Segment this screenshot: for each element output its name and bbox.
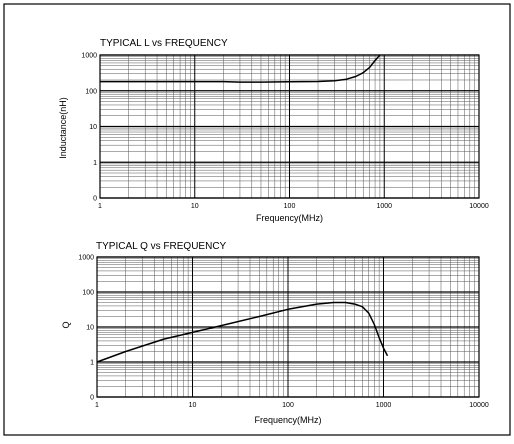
inductance-y-tick-label: 1	[93, 160, 97, 167]
q-x-tick-label: 1000	[376, 402, 392, 409]
q-y-tick-label: 0	[90, 395, 94, 402]
inductance-chart-xlabel: Frequency(MHz)	[256, 213, 323, 223]
q-y-tick-label: 1000	[78, 255, 94, 262]
inductance-x-tick-label: 1000	[376, 203, 392, 210]
inductance-series-line	[100, 54, 381, 83]
inductance-y-tick-label: 0	[93, 196, 97, 203]
q-grid	[96, 256, 480, 398]
inductance-y-tick-label: 10	[89, 124, 97, 131]
q-chart: TYPICAL Q vs FREQUENCY Frequency(MHz) Q …	[61, 241, 489, 425]
q-chart-xlabel: Frequency(MHz)	[254, 415, 321, 425]
q-x-tick-label: 10	[189, 402, 197, 409]
outer-border	[3, 3, 511, 436]
inductance-y-tick-label: 100	[85, 88, 97, 95]
q-chart-ylabel: Q	[61, 321, 71, 328]
q-y-tick-label: 10	[86, 325, 94, 332]
q-y-tick-label: 100	[82, 290, 94, 297]
q-chart-title: TYPICAL Q vs FREQUENCY	[96, 241, 227, 252]
inductance-x-tick-label: 1	[98, 203, 102, 210]
q-x-tick-label: 10000	[469, 402, 489, 409]
inductance-chart-ylabel: Inductance(nH)	[58, 97, 68, 159]
inductance-x-tick-label: 10	[191, 203, 199, 210]
inductance-x-tick-label: 10000	[469, 203, 489, 210]
q-x-tick-label: 100	[282, 402, 294, 409]
inductance-plot-area	[99, 54, 480, 199]
q-plot-area	[96, 256, 480, 398]
q-series-line	[96, 301, 389, 363]
inductance-x-tick-label: 100	[284, 203, 296, 210]
inductance-y-tick-label: 1000	[81, 53, 97, 60]
inductance-chart-title: TYPICAL L vs FREQUENCY	[100, 38, 228, 49]
inductance-chart: TYPICAL L vs FREQUENCY Frequency(MHz) In…	[58, 38, 489, 223]
q-x-tick-label: 1	[95, 402, 99, 409]
q-y-tick-label: 1	[90, 360, 94, 367]
